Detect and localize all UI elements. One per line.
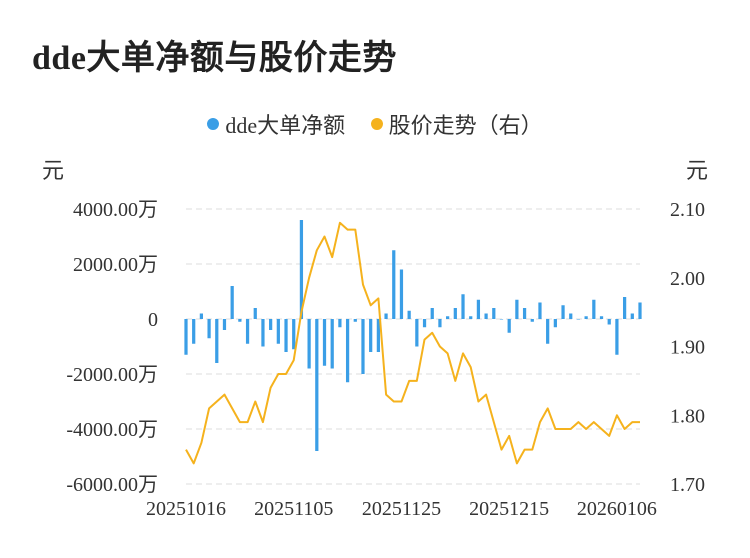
right-axis-unit: 元 (686, 158, 708, 183)
bar (384, 313, 388, 319)
bar (307, 319, 311, 369)
bar (392, 250, 396, 319)
legend-label-dde: dde大单净额 (225, 113, 346, 138)
bar (222, 319, 227, 330)
bar (569, 313, 573, 319)
bar (238, 319, 242, 322)
x-tick-label: 20251125 (362, 498, 441, 520)
legend-label-price: 股价走势（右） (388, 113, 543, 138)
bar (369, 319, 373, 352)
bar (322, 319, 327, 366)
left-tick-label: -6000.00万 (66, 474, 158, 496)
bar (453, 308, 457, 319)
bar (261, 319, 265, 347)
bar (422, 319, 427, 328)
bar (330, 319, 334, 369)
bar (230, 286, 234, 319)
bar (615, 319, 619, 355)
right-tick-label: 1.80 (670, 405, 705, 427)
x-tick-label: 20251215 (469, 498, 549, 520)
x-tick-label: 20260106 (577, 498, 657, 520)
chart-legend: dde大单净额 股价走势（右） (0, 108, 750, 140)
bar (476, 299, 481, 319)
bar (576, 319, 581, 320)
legend-dot-line (370, 118, 383, 130)
bar (292, 319, 296, 350)
bar (299, 220, 304, 319)
bar (522, 308, 527, 319)
bar-series (184, 220, 642, 451)
bar (430, 308, 434, 319)
right-tick-label: 2.10 (670, 199, 705, 221)
bar (546, 319, 550, 344)
bar (469, 316, 473, 319)
bar (507, 319, 511, 333)
page-title: dde大单净额与股价走势 (32, 40, 397, 77)
bar (361, 319, 365, 374)
bar (338, 319, 342, 328)
left-tick-label: -4000.00万 (66, 419, 158, 441)
right-tick-label: 2.00 (670, 268, 705, 290)
bar (438, 319, 442, 328)
grid-layer (186, 208, 640, 485)
bar (276, 319, 280, 344)
bar (399, 269, 404, 319)
line-series (185, 221, 640, 465)
axis-labels: -6000.00万 -4000.00万 -2000.00万 0 2000.00万 4000… (66, 199, 705, 520)
left-tick-label: 4000.00万 (73, 199, 158, 221)
bar (561, 305, 565, 319)
left-tick-label: 2000.00万 (73, 254, 158, 276)
legend-item-price[interactable]: 股价走势（右） (370, 108, 543, 140)
bar (215, 319, 219, 363)
bar (607, 319, 611, 325)
bar (415, 319, 419, 347)
legend-item-dde[interactable]: dde大单净额 (207, 108, 345, 140)
bar (315, 319, 319, 451)
right-tick-label: 1.70 (670, 474, 705, 496)
bar (345, 319, 350, 383)
bar (269, 319, 273, 330)
bar (376, 319, 380, 352)
bar (199, 313, 204, 319)
bar (515, 299, 519, 319)
bar (553, 319, 557, 328)
bar (192, 319, 196, 344)
price-line (185, 221, 640, 465)
bar (446, 316, 450, 319)
bar (592, 299, 596, 319)
bar (638, 302, 642, 319)
left-tick-label: -2000.00万 (66, 364, 158, 386)
x-tick-label: 20251105 (254, 498, 333, 520)
left-tick-label: 0 (148, 309, 158, 331)
bar (484, 313, 488, 319)
bar (530, 319, 534, 322)
bar (407, 310, 411, 319)
legend-dot-bar (207, 118, 220, 130)
bar (184, 319, 188, 355)
x-tick-label: 20251016 (146, 498, 226, 520)
bar (245, 319, 250, 344)
bar (630, 313, 634, 319)
bar (353, 319, 357, 322)
bar (461, 294, 465, 319)
bar (492, 308, 496, 319)
bar (622, 297, 627, 319)
right-tick-label: 1.90 (670, 337, 705, 359)
bar (207, 319, 211, 339)
bar (253, 308, 257, 319)
bar (499, 319, 504, 320)
bar (284, 319, 288, 352)
bar (584, 316, 588, 319)
bar (538, 302, 542, 319)
bar (599, 316, 604, 319)
left-axis-unit: 元 (42, 158, 64, 183)
